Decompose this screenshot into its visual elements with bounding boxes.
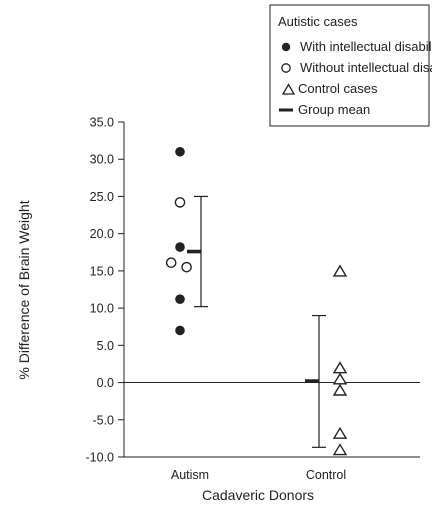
data-point-filled-circle: [175, 242, 185, 252]
legend-frame: [269, 4, 430, 127]
data-point-triangle: [332, 361, 348, 374]
data-point-triangle: [332, 383, 348, 396]
legend-heading: Autistic cases: [278, 14, 358, 29]
data-point-open-circle: [181, 261, 192, 273]
legend-open-circle-icon: [281, 63, 291, 73]
x-tick-label-control: Control: [306, 468, 346, 482]
y-axis: 35.0 30.0 25.0 20.0 15.0 10.0 5.0 0.0 -5.0 -10.0: [86, 116, 125, 465]
data-point-triangle: [332, 426, 348, 439]
y-tick-label: 20.0: [90, 227, 114, 241]
data-point-filled-circle: [175, 146, 185, 157]
y-axis-title: % Difference of Brain Weight: [16, 200, 32, 379]
x-tick-label-autism: Autism: [171, 468, 209, 482]
data-point-triangle: [332, 372, 348, 385]
legend-mean-bar-icon: [279, 108, 293, 112]
y-tick-label: -10.0: [86, 451, 115, 465]
legend-item-control: Control cases: [298, 81, 378, 96]
data-point-triangle: [332, 443, 348, 456]
group-mean-bar: [187, 249, 201, 254]
x-axis: Autism Control: [124, 456, 420, 482]
group-mean-bar: [305, 379, 319, 383]
legend-item-mean: Group mean: [298, 102, 370, 117]
data-point-triangle: [332, 264, 348, 277]
y-tick-label: 15.0: [90, 264, 114, 278]
x-axis-title: Cadaveric Donors: [202, 487, 314, 503]
legend-item-with-id: With intellectual disability: [300, 39, 432, 54]
y-tick-label: 10.0: [90, 302, 114, 316]
data-point-open-circle: [174, 197, 186, 208]
y-tick-label: 0.0: [97, 376, 114, 390]
y-tick-label: 5.0: [97, 339, 114, 353]
y-tick-label: -5.0: [92, 413, 114, 427]
data-point-open-circle: [165, 257, 177, 269]
data-point-filled-circle: [175, 294, 185, 304]
y-tick-label: 25.0: [90, 190, 114, 204]
data-point-filled-circle: [175, 325, 185, 336]
legend-filled-circle-icon: [281, 42, 291, 52]
legend-triangle-icon: [281, 83, 296, 95]
y-tick-label: 35.0: [90, 116, 114, 130]
y-tick-label: 30.0: [90, 153, 114, 167]
legend-item-without-id: Without intellectual disability: [300, 60, 432, 75]
legend-box: Autistic cases With intellectual disabil…: [269, 4, 432, 127]
